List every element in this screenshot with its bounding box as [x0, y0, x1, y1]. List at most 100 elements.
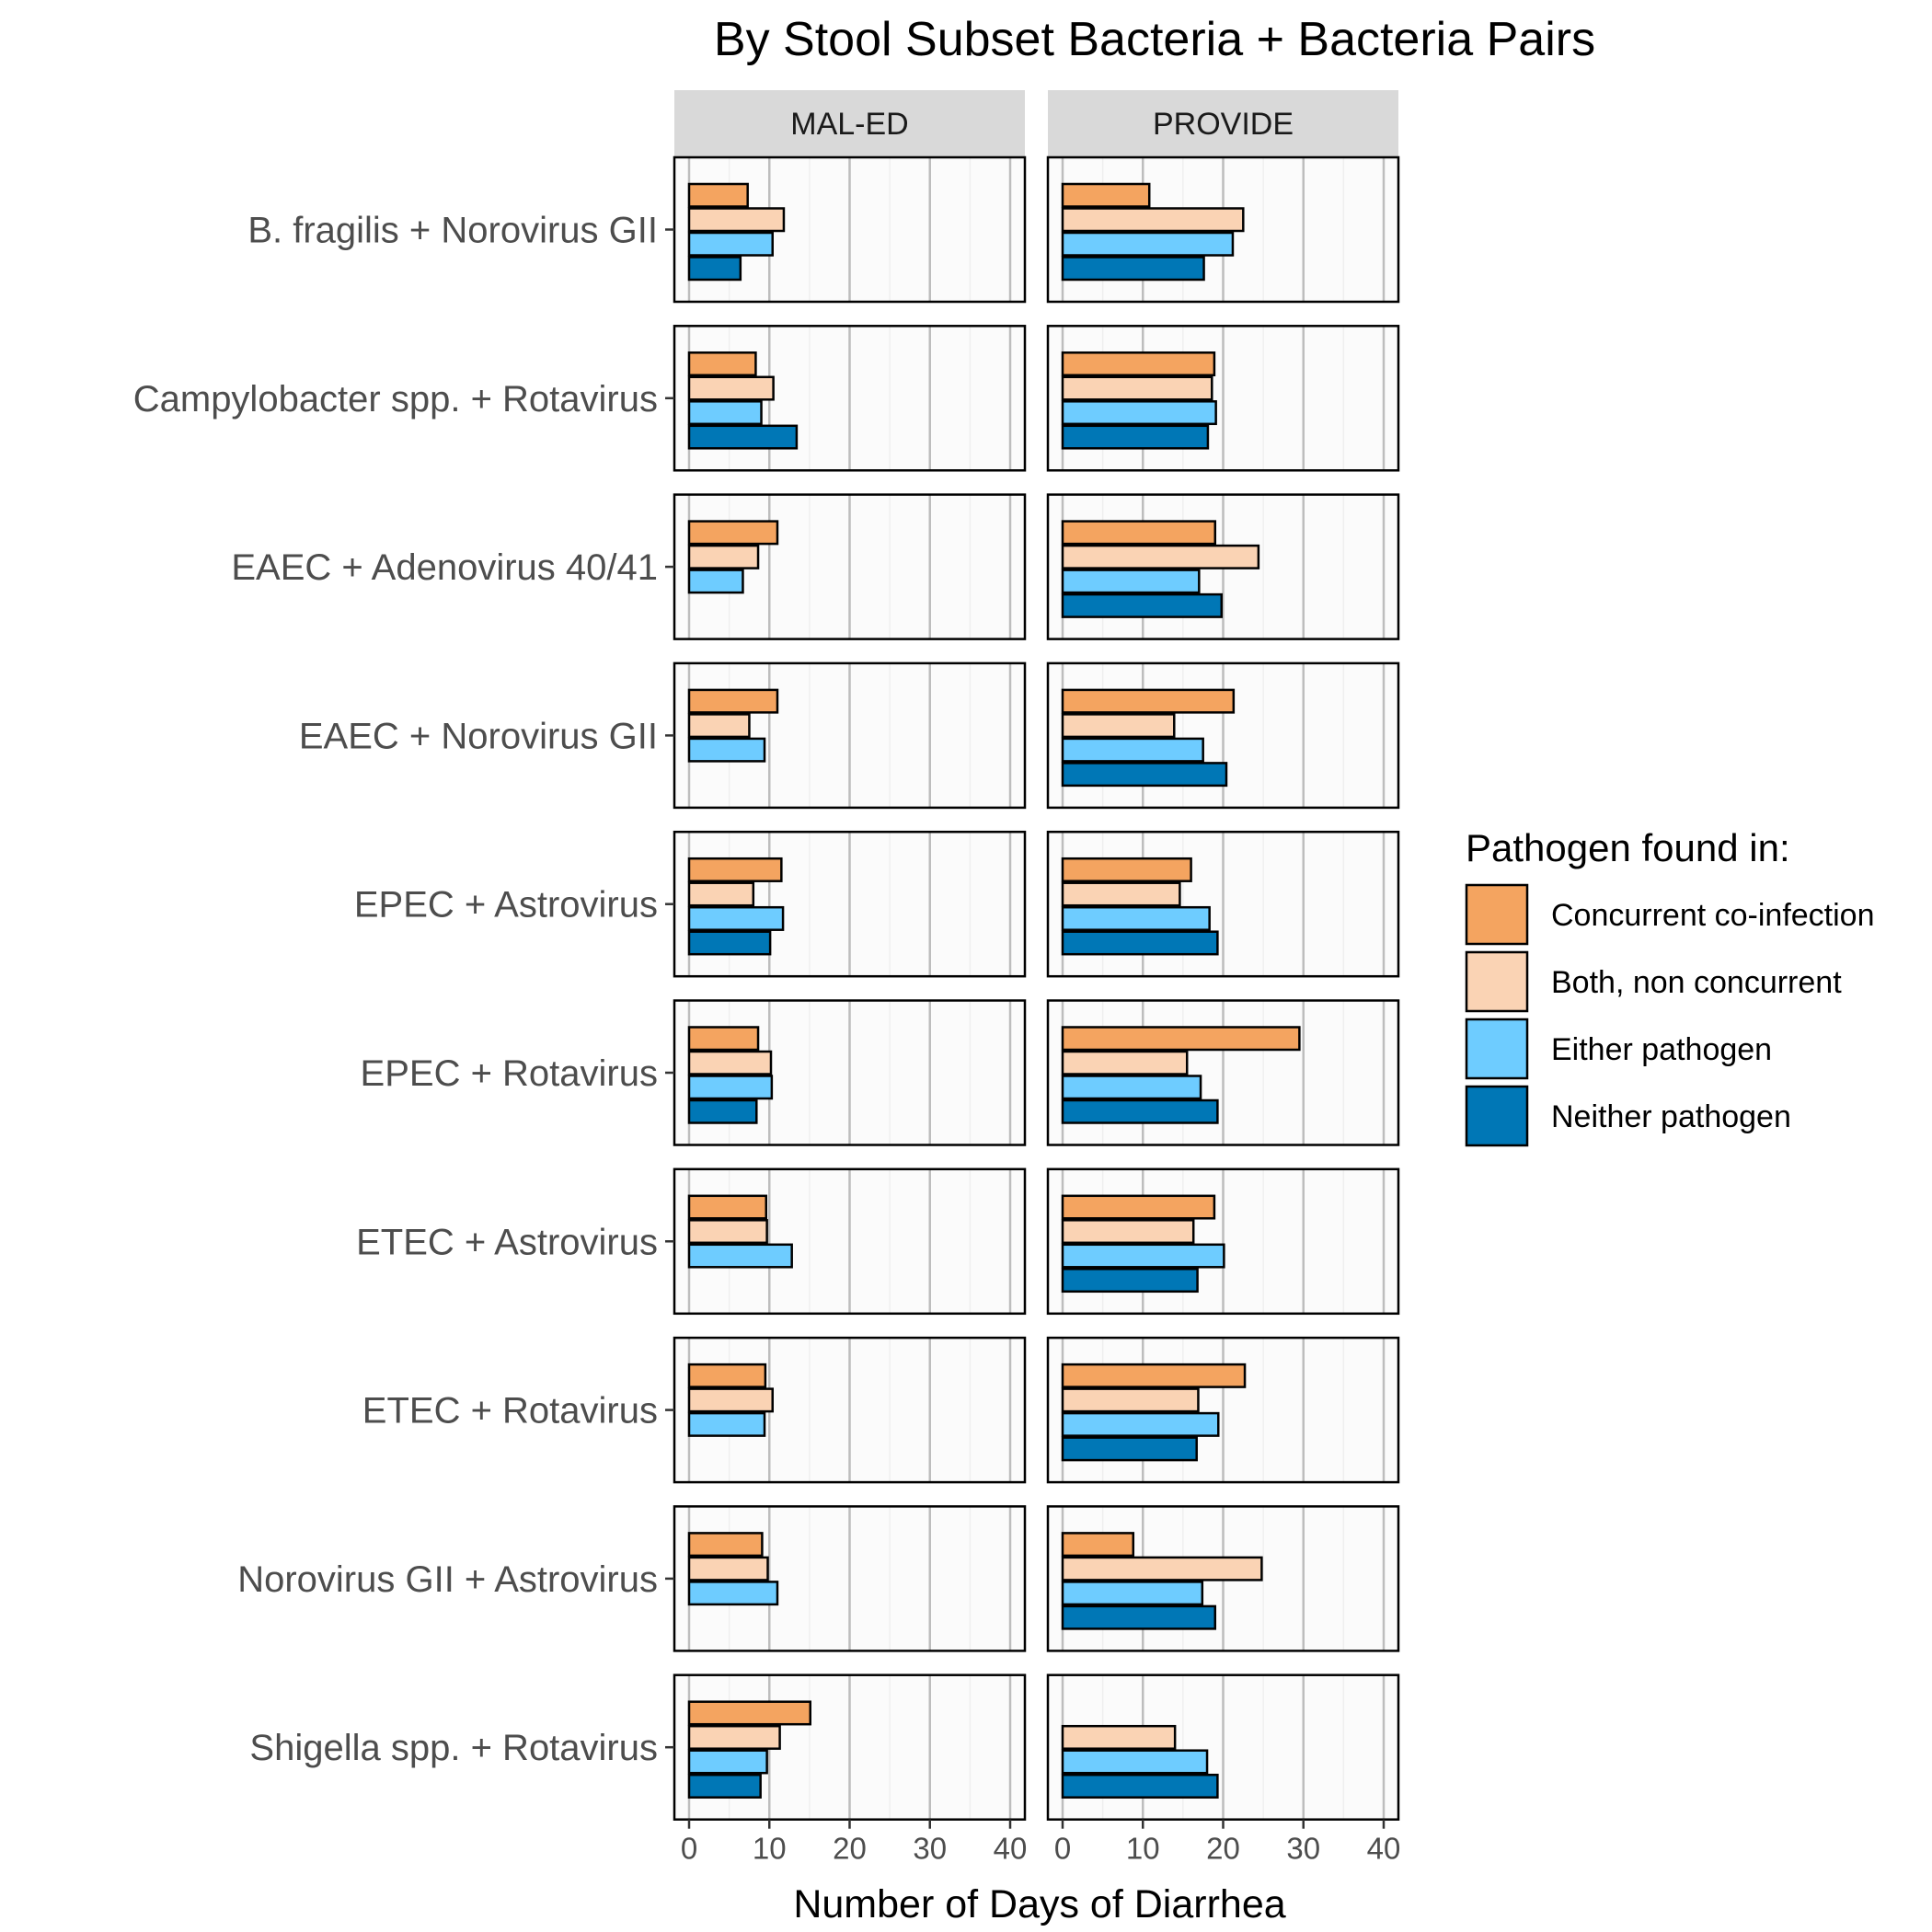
legend-title: Pathogen found in:: [1466, 826, 1790, 869]
legend: Pathogen found in: Concurrent co-infecti…: [1465, 826, 1875, 1147]
bar-both-non-concurrent-provide-epec-astrovirus: [1061, 881, 1181, 907]
panel-provide-campylobacter-spp-rotavirus: [1046, 325, 1400, 472]
bar-either-pathogen-mal-ed-campylobacter-spp-rotavirus: [687, 400, 763, 426]
panel-provide-norovirus-gii-astrovirus: [1046, 1505, 1400, 1652]
facet-label: PROVIDE: [1153, 107, 1294, 142]
y-category-label: EAEC + Norovirus GII: [299, 716, 658, 756]
bar-both-non-concurrent-mal-ed-epec-astrovirus: [687, 881, 755, 907]
x-tick-label: 40: [1367, 1832, 1401, 1866]
facet-strips: MAL-ED PROVIDE: [674, 90, 1398, 156]
bar-concurrent-co-infection-mal-ed-norovirus-gii-astrovirus: [687, 1532, 764, 1558]
bar-either-pathogen-mal-ed-shigella-spp-rotavirus: [687, 1749, 768, 1775]
x-tick-label: 10: [753, 1832, 787, 1866]
bar-neither-pathogen-provide-etec-rotavirus: [1061, 1436, 1198, 1462]
legend-key-neither-pathogen: [1465, 1085, 1529, 1147]
bar-either-pathogen-mal-ed-b-fragilis-norovirus-gii: [687, 231, 774, 257]
x-tick-label: 30: [1286, 1832, 1320, 1866]
panel-mal-ed-epec-astrovirus: [673, 830, 1027, 978]
bar-both-non-concurrent-mal-ed-epec-rotavirus: [687, 1050, 773, 1075]
y-category-label: Norovirus GII + Astrovirus: [237, 1559, 658, 1600]
bar-either-pathogen-provide-eaec-adenovirus-40-41: [1061, 569, 1201, 594]
bar-either-pathogen-provide-epec-rotavirus: [1061, 1075, 1202, 1100]
bar-concurrent-co-infection-provide-etec-rotavirus: [1061, 1363, 1247, 1388]
legend-label: Concurrent co-infection: [1551, 898, 1875, 933]
x-tick-label: 0: [681, 1832, 697, 1866]
bar-both-non-concurrent-mal-ed-etec-astrovirus: [687, 1219, 768, 1245]
bar-neither-pathogen-mal-ed-epec-astrovirus: [687, 930, 772, 956]
bar-concurrent-co-infection-provide-eaec-adenovirus-40-41: [1061, 520, 1217, 546]
bar-both-non-concurrent-provide-etec-astrovirus: [1061, 1219, 1195, 1245]
y-category-label: Campylobacter spp. + Rotavirus: [133, 379, 658, 420]
panel-border: [1046, 1505, 1400, 1652]
bar-concurrent-co-infection-mal-ed-epec-rotavirus: [687, 1026, 760, 1052]
panel-border: [1046, 661, 1400, 810]
legend-key-both-non-concurrent: [1465, 950, 1529, 1013]
bar-concurrent-co-infection-provide-epec-rotavirus: [1061, 1026, 1301, 1052]
panel-mal-ed-etec-astrovirus: [673, 1167, 1027, 1316]
bar-both-non-concurrent-mal-ed-etec-rotavirus: [687, 1387, 774, 1413]
bar-both-non-concurrent-mal-ed-b-fragilis-norovirus-gii: [687, 207, 786, 233]
legend-label: Either pathogen: [1551, 1032, 1772, 1067]
panel-mal-ed-norovirus-gii-astrovirus: [673, 1505, 1027, 1652]
y-category-label: Shigella spp. + Rotavirus: [249, 1728, 658, 1768]
bar-either-pathogen-mal-ed-eaec-adenovirus-40-41: [687, 569, 744, 594]
bar-concurrent-co-infection-provide-etec-astrovirus: [1061, 1194, 1216, 1220]
y-category-label: B. fragilis + Norovirus GII: [247, 211, 658, 251]
bar-either-pathogen-mal-ed-eaec-norovirus-gii: [687, 737, 766, 763]
bar-concurrent-co-infection-mal-ed-epec-astrovirus: [687, 857, 783, 882]
panel-mal-ed-eaec-norovirus-gii: [673, 661, 1027, 810]
bar-either-pathogen-provide-norovirus-gii-astrovirus: [1061, 1581, 1204, 1606]
bar-concurrent-co-infection-provide-epec-astrovirus: [1061, 857, 1192, 882]
bar-both-non-concurrent-provide-b-fragilis-norovirus-gii: [1061, 207, 1245, 233]
facet-panels: [673, 155, 1400, 1821]
panel-border: [1046, 830, 1400, 978]
panel-mal-ed-eaec-adenovirus-40-41: [673, 493, 1027, 640]
x-tick-label: 30: [913, 1832, 947, 1866]
bar-both-non-concurrent-provide-norovirus-gii-astrovirus: [1061, 1556, 1263, 1581]
legend-key-concurrent-co-infection: [1465, 883, 1529, 946]
bar-neither-pathogen-mal-ed-shigella-spp-rotavirus: [687, 1773, 762, 1799]
y-category-label: EPEC + Rotavirus: [361, 1053, 658, 1094]
panel-mal-ed-campylobacter-spp-rotavirus: [673, 325, 1027, 472]
x-axis-title: Number of Days of Diarrhea: [793, 1882, 1285, 1926]
panel-border: [1046, 999, 1400, 1146]
y-axis-labels: B. fragilis + Norovirus GII Campylobacter…: [133, 211, 674, 1768]
panel-provide-etec-astrovirus: [1046, 1167, 1400, 1316]
panel-provide-b-fragilis-norovirus-gii: [1046, 155, 1400, 304]
panel-border: [1046, 1167, 1400, 1316]
bar-either-pathogen-mal-ed-epec-astrovirus: [687, 905, 785, 931]
bar-either-pathogen-provide-epec-astrovirus: [1061, 905, 1211, 931]
x-axis: 0 10 20 30 40 0 10 20 30 40: [681, 1819, 1401, 1866]
bar-neither-pathogen-provide-eaec-adenovirus-40-41: [1061, 592, 1224, 618]
panel-border: [1046, 155, 1400, 304]
legend-items: Concurrent co-infection Both, non concurr…: [1465, 883, 1875, 1147]
bar-neither-pathogen-mal-ed-b-fragilis-norovirus-gii: [687, 256, 742, 282]
y-category-label: ETEC + Astrovirus: [356, 1222, 658, 1262]
facet-label: MAL-ED: [790, 107, 908, 142]
panel-border: [1046, 1336, 1400, 1484]
bar-either-pathogen-mal-ed-etec-astrovirus: [687, 1243, 793, 1269]
bar-either-pathogen-provide-etec-astrovirus: [1061, 1243, 1225, 1269]
bar-either-pathogen-provide-eaec-norovirus-gii: [1061, 737, 1204, 763]
x-tick-label: 20: [833, 1832, 867, 1866]
bar-concurrent-co-infection-provide-b-fragilis-norovirus-gii: [1061, 182, 1151, 208]
bar-both-non-concurrent-provide-campylobacter-spp-rotavirus: [1061, 375, 1213, 401]
bar-concurrent-co-infection-mal-ed-campylobacter-spp-rotavirus: [687, 351, 757, 377]
bar-both-non-concurrent-mal-ed-campylobacter-spp-rotavirus: [687, 375, 775, 401]
panel-mal-ed-epec-rotavirus: [673, 999, 1027, 1146]
chart-title: By Stool Subset Bacteria + Bacteria Pair…: [714, 13, 1595, 66]
bar-both-non-concurrent-provide-epec-rotavirus: [1061, 1050, 1189, 1075]
bar-both-non-concurrent-mal-ed-eaec-norovirus-gii: [687, 713, 751, 739]
bar-concurrent-co-infection-provide-norovirus-gii-astrovirus: [1061, 1532, 1135, 1558]
bar-either-pathogen-mal-ed-etec-rotavirus: [687, 1411, 766, 1437]
y-category-label: EPEC + Astrovirus: [354, 885, 658, 926]
bar-either-pathogen-provide-shigella-spp-rotavirus: [1061, 1749, 1209, 1775]
bar-concurrent-co-infection-mal-ed-etec-astrovirus: [687, 1194, 768, 1220]
bar-both-non-concurrent-mal-ed-shigella-spp-rotavirus: [687, 1724, 781, 1750]
panel-mal-ed-etec-rotavirus: [673, 1336, 1027, 1484]
bar-concurrent-co-infection-mal-ed-etec-rotavirus: [687, 1363, 767, 1388]
panel-mal-ed-shigella-spp-rotavirus: [673, 1673, 1027, 1821]
bar-concurrent-co-infection-mal-ed-shigella-spp-rotavirus: [687, 1700, 811, 1726]
bar-both-non-concurrent-mal-ed-norovirus-gii-astrovirus: [687, 1556, 769, 1581]
panel-provide-eaec-adenovirus-40-41: [1046, 493, 1400, 640]
